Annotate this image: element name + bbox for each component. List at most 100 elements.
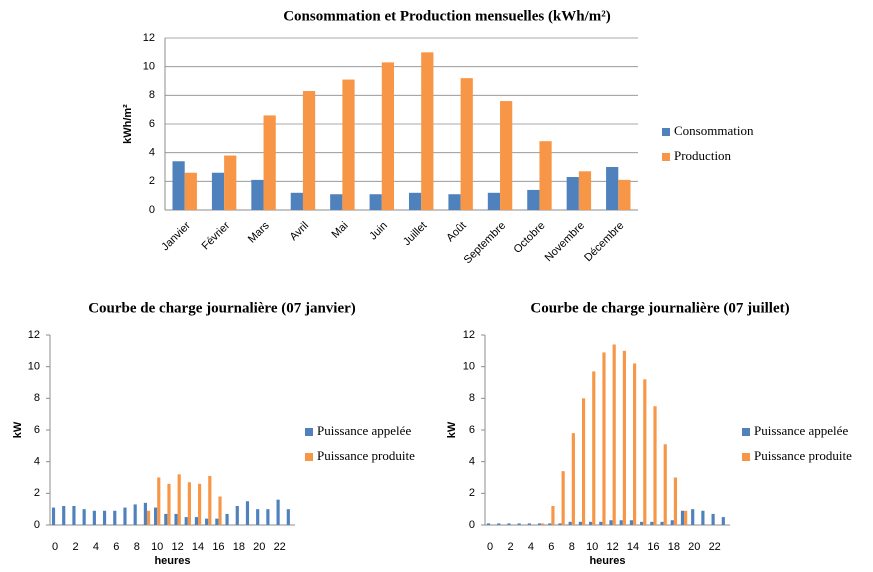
x-tick-label: 14: [627, 541, 639, 553]
bar: [660, 521, 664, 525]
bar: [342, 79, 355, 210]
x-tick-label: 20: [688, 541, 700, 553]
bar: [558, 523, 562, 525]
bar: [653, 406, 657, 525]
bar: [369, 194, 382, 210]
bar: [408, 192, 422, 210]
legend-label: Production: [674, 148, 732, 163]
x-tick-label: 18: [233, 541, 245, 553]
bar: [551, 506, 555, 525]
bar: [133, 504, 137, 525]
bar: [174, 513, 178, 525]
x-tick-label: 10: [151, 541, 163, 553]
bar: [225, 513, 229, 525]
x-tick-label: 10: [586, 541, 598, 553]
y-tick-label: 0: [34, 519, 40, 531]
bar: [245, 501, 250, 525]
bar: [177, 474, 181, 525]
bar: [184, 517, 188, 525]
y-axis-title: kWh/m²: [122, 104, 134, 144]
bar: [486, 523, 491, 525]
bar: [527, 523, 531, 525]
bar: [330, 194, 343, 210]
bar: [599, 521, 603, 525]
bar: [146, 510, 151, 525]
x-tick-label: Février: [200, 219, 233, 252]
bar: [640, 521, 644, 525]
x-tick-label: Juin: [367, 220, 390, 243]
legend-label: Puissance appelée: [754, 423, 848, 438]
bar: [578, 171, 592, 210]
bar: [537, 523, 542, 525]
bar: [256, 509, 260, 525]
x-tick-label: 20: [253, 541, 265, 553]
bar: [680, 510, 685, 525]
bar: [561, 471, 565, 525]
bar: [581, 398, 586, 525]
bar: [143, 502, 147, 525]
x-tick-label: 22: [709, 541, 721, 553]
bar: [568, 521, 572, 525]
bar: [172, 161, 185, 210]
legend-label: Puissance produite: [317, 448, 415, 463]
bar: [527, 189, 540, 210]
y-tick-label: 10: [463, 361, 475, 373]
y-tick-label: 12: [143, 32, 155, 44]
x-tick-label: 6: [113, 541, 119, 553]
chart-title: Courbe de charge journalière (07 janvier…: [88, 300, 356, 316]
x-tick-label: 18: [668, 541, 680, 553]
bar: [184, 172, 197, 210]
bar: [381, 62, 395, 210]
bar: [673, 477, 678, 525]
y-tick-label: 10: [143, 61, 155, 73]
x-tick-label: Septembre: [462, 220, 509, 267]
y-tick-label: 0: [469, 519, 475, 531]
bar: [566, 177, 579, 210]
x-tick-label: 2: [72, 541, 78, 553]
legend-swatch: [305, 453, 313, 461]
y-tick-label: 8: [34, 392, 40, 404]
x-tick-label: 16: [212, 541, 224, 553]
bar: [82, 509, 86, 525]
y-tick-label: 10: [28, 361, 40, 373]
bar: [421, 52, 434, 211]
x-tick-label: Novembre: [543, 220, 587, 264]
bar: [157, 477, 161, 525]
legend-swatch: [305, 428, 313, 436]
x-tick-label: Mars: [246, 219, 272, 245]
y-tick-label: 2: [469, 487, 475, 499]
bar: [612, 344, 616, 525]
y-tick-label: 12: [463, 329, 475, 341]
bar: [460, 78, 473, 210]
y-axis-title: kW: [12, 421, 24, 438]
x-tick-label: 2: [507, 541, 513, 553]
legend-swatch: [662, 153, 670, 161]
bar: [622, 350, 626, 525]
bar: [663, 444, 667, 525]
bar: [72, 506, 76, 525]
chart-title: Consommation et Production mensuelles (k…: [283, 8, 611, 24]
x-tick-label: Octobre: [511, 220, 547, 256]
x-tick-label: Juillet: [401, 220, 429, 248]
bar: [194, 517, 199, 525]
bar: [208, 475, 212, 525]
bar: [235, 506, 239, 525]
x-tick-label: Avril: [288, 220, 311, 243]
bar: [51, 507, 56, 525]
bar: [154, 507, 158, 525]
x-tick-label: 4: [528, 541, 534, 553]
x-axis-title: heures: [154, 555, 190, 567]
bar: [643, 379, 647, 525]
bar: [276, 499, 280, 525]
bar: [539, 141, 552, 210]
y-tick-label: 0: [149, 204, 155, 216]
x-tick-label: 12: [171, 541, 183, 553]
bar: [701, 510, 705, 525]
bar: [211, 172, 225, 210]
x-tick-label: 8: [134, 541, 140, 553]
x-axis-title: heures: [589, 555, 625, 567]
bar: [205, 518, 209, 525]
x-tick-label: 8: [569, 541, 575, 553]
x-tick-label: 14: [192, 541, 204, 553]
